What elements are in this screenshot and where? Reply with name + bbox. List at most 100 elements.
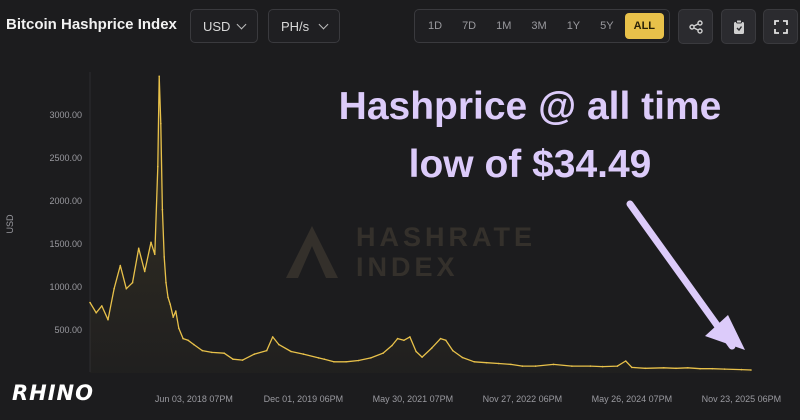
data-point <box>211 351 213 354</box>
data-point <box>409 336 411 338</box>
data-point <box>157 165 159 168</box>
data-point <box>163 256 165 258</box>
data-point <box>521 365 524 367</box>
hashrate-index-watermark: HASHRATE INDEX <box>282 222 536 282</box>
unit-select[interactable]: PH/s <box>268 9 340 43</box>
data-point <box>631 366 633 369</box>
x-tick-label: Dec 01, 2019 06PM <box>264 394 344 404</box>
data-point <box>175 310 177 312</box>
data-point <box>158 75 160 78</box>
data-point <box>143 270 146 273</box>
copy-button[interactable] <box>721 9 756 44</box>
currency-select-value: USD <box>203 18 231 34</box>
x-tick-label: Nov 27, 2022 06PM <box>483 394 563 404</box>
x-tick-label: May 30, 2021 07PM <box>373 394 454 404</box>
data-point <box>421 356 423 358</box>
x-tick-label: Nov 23, 2025 06PM <box>702 394 782 404</box>
annotation-arrow <box>626 200 736 350</box>
hashprice-area <box>90 76 751 374</box>
data-point <box>161 208 164 211</box>
data-point <box>265 349 268 352</box>
data-point <box>552 363 555 366</box>
chart-annotation: Hashprice @ all time low of $34.49 <box>300 78 760 194</box>
range-1m-button[interactable]: 1M <box>496 20 512 32</box>
share-icon <box>688 19 703 34</box>
data-point <box>323 358 326 361</box>
share-button[interactable] <box>678 9 713 44</box>
x-tick-label: Jun 03, 2018 07PM <box>155 394 233 404</box>
data-point <box>675 367 677 370</box>
data-point <box>317 357 320 359</box>
data-point <box>154 253 156 256</box>
data-point <box>271 336 274 338</box>
range-5y-button[interactable]: 5Y <box>600 20 614 32</box>
data-point <box>193 343 195 346</box>
data-point <box>169 303 171 305</box>
data-point <box>172 316 174 318</box>
data-point <box>589 365 592 367</box>
data-point <box>253 353 256 355</box>
watermark-line-1: HASHRATE <box>356 222 536 252</box>
data-point <box>461 356 464 359</box>
data-point <box>510 363 512 366</box>
range-all-button[interactable]: ALL <box>624 13 665 39</box>
annotation-line-1: Hashprice @ all time <box>338 85 722 128</box>
range-7d-button[interactable]: 7D <box>462 20 477 32</box>
data-point <box>182 337 184 340</box>
data-point <box>740 368 743 371</box>
y-axis-title: USD <box>5 214 15 234</box>
data-point <box>131 281 134 284</box>
hashprice-chart: USD 500.00 1000.00 1500.00 2000.00 2500.00 30… <box>5 72 782 404</box>
data-point <box>616 365 619 367</box>
chart-title: Bitcoin Hashprice Index <box>6 16 177 33</box>
data-point <box>445 339 447 342</box>
data-point <box>165 281 167 284</box>
fullscreen-button[interactable] <box>763 9 798 44</box>
data-point <box>187 339 189 342</box>
data-point <box>750 369 752 371</box>
fullscreen-icon <box>773 19 788 34</box>
data-point <box>113 287 115 290</box>
data-point <box>357 359 360 362</box>
data-point <box>107 318 109 321</box>
data-point <box>345 361 347 363</box>
y-tick-label: 1500.00 <box>49 239 82 249</box>
unit-select-value: PH/s <box>281 18 310 34</box>
annotation-arrowhead <box>705 315 745 350</box>
data-point <box>485 361 488 364</box>
data-point <box>699 367 701 370</box>
annotation-line-2: low of $34.49 <box>408 143 652 186</box>
data-point <box>439 337 442 340</box>
data-point <box>723 368 726 370</box>
watermark-line-2: INDEX <box>356 252 459 282</box>
data-point <box>201 349 204 352</box>
range-3m-button[interactable]: 3M <box>531 20 547 32</box>
data-point <box>150 241 152 244</box>
data-point <box>333 361 335 363</box>
x-tick-label: May 26, 2024 07PM <box>592 394 673 404</box>
range-1y-button[interactable]: 1Y <box>566 20 581 32</box>
data-point <box>167 296 169 299</box>
data-point <box>644 367 647 370</box>
y-tick-label: 3000.00 <box>49 110 82 120</box>
data-point <box>119 264 122 267</box>
data-point <box>473 361 476 363</box>
data-point <box>624 360 627 362</box>
data-point <box>663 367 665 369</box>
data-point <box>403 339 405 342</box>
time-range-selector: 1D 7D 1M 3M 1Y 5Y ALL <box>414 9 670 43</box>
data-point <box>452 349 454 352</box>
data-point <box>290 350 292 353</box>
data-point <box>711 367 714 370</box>
currency-select[interactable]: USD <box>190 9 258 43</box>
data-point <box>223 352 225 355</box>
chart-header: Bitcoin Hashprice Index USD PH/s 1D 7D 1… <box>0 0 800 52</box>
data-point <box>382 352 384 355</box>
data-point <box>601 365 604 368</box>
data-point <box>178 327 180 330</box>
data-point <box>302 353 305 355</box>
range-1d-button[interactable]: 1D <box>428 20 443 32</box>
data-point <box>89 301 91 304</box>
chevron-down-icon <box>236 19 247 29</box>
clipboard-icon <box>733 19 744 34</box>
